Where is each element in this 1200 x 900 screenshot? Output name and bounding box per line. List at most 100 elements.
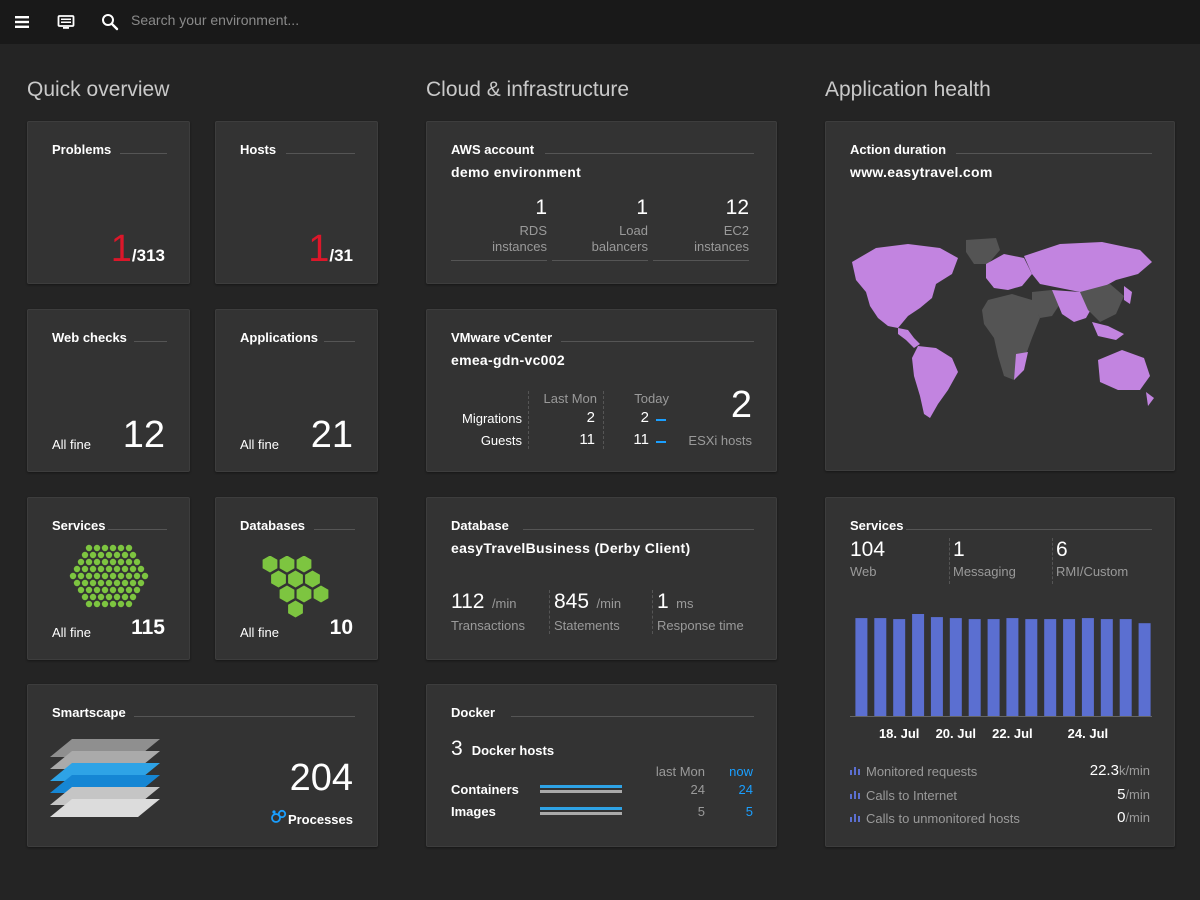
- divider: [956, 153, 1152, 154]
- hamburger-icon[interactable]: [11, 11, 33, 33]
- service-metric: 1 Messaging: [953, 538, 1016, 579]
- divider: [653, 260, 749, 261]
- metric-value: 12: [725, 196, 749, 219]
- divider: [120, 153, 167, 154]
- metric-unit: /min: [491, 596, 517, 611]
- aws-metric: 1 Load balancers: [552, 196, 648, 261]
- services-tile[interactable]: Services All fine 115: [27, 497, 190, 660]
- row-unit: /min: [1125, 786, 1150, 802]
- databases-tile[interactable]: Databases All fine 10: [215, 497, 378, 660]
- database-tile[interactable]: Database easyTravelBusiness (Derby Clien…: [426, 497, 777, 660]
- db-metric: 845 /min Statements: [554, 590, 621, 633]
- service-metric: 104 Web: [850, 538, 885, 579]
- smartscape-tile[interactable]: Smartscape 204 Processes: [27, 684, 378, 847]
- trend-flat-icon: [656, 419, 666, 421]
- chart-bar: [893, 619, 906, 716]
- web-checks-tile[interactable]: Web checks All fine 12: [27, 309, 190, 472]
- processes-label: Processes: [287, 812, 353, 827]
- docker-row-last: 24: [690, 782, 705, 797]
- chart-bar: [1138, 623, 1151, 716]
- world-map: [852, 238, 1154, 418]
- tile-title: VMware vCenter: [451, 330, 553, 345]
- east-asia-region: [1080, 284, 1124, 322]
- tile-title: Applications: [240, 330, 319, 345]
- action-duration-tile[interactable]: Action duration www.easytravel.com: [825, 121, 1175, 471]
- metric-value: 104: [850, 538, 886, 561]
- monitor-icon[interactable]: [55, 11, 77, 33]
- divider: [652, 590, 653, 634]
- bar-chart-icon: [850, 790, 860, 799]
- metric-label: Load: [619, 223, 648, 238]
- tile-title: Problems: [52, 142, 112, 157]
- cloud-infra-title: Cloud & infrastructure: [426, 78, 630, 101]
- tile-title: Docker: [451, 705, 496, 720]
- bar-chart-icon: [850, 814, 860, 822]
- docker-hosts-count: 3: [451, 737, 463, 760]
- divider: [549, 590, 550, 634]
- site-name: www.easytravel.com: [850, 164, 993, 180]
- tile-title: Services: [850, 518, 904, 533]
- divider: [906, 529, 1152, 530]
- vm-row-today: 11: [633, 431, 649, 448]
- docker-hosts: 3 Docker hosts: [451, 737, 554, 761]
- problems-total: /313: [131, 246, 165, 265]
- search-input[interactable]: [131, 12, 531, 28]
- divider: [603, 391, 604, 449]
- divider: [545, 153, 754, 154]
- process-link-icon: [271, 809, 287, 823]
- problems-open: 1: [110, 228, 132, 270]
- status-text: All fine: [52, 437, 92, 452]
- row-unit: k/min: [1118, 763, 1150, 778]
- web-checks-count: 12: [122, 414, 165, 456]
- hosts-tile[interactable]: Hosts 1 /31: [215, 121, 378, 284]
- south-africa-region: [1014, 352, 1028, 380]
- col-last-mon: Last Mon: [543, 391, 597, 406]
- chart-bar: [1119, 619, 1132, 716]
- hosts-count: 1 /31: [308, 228, 353, 271]
- services-count: 115: [131, 616, 165, 639]
- docker-row-label: Images: [451, 804, 496, 819]
- new-zealand-region: [1146, 392, 1154, 406]
- databases-count: 10: [329, 616, 353, 639]
- central-america-region: [898, 328, 920, 348]
- esxi-count: 2: [730, 384, 752, 426]
- chart-bar: [930, 617, 943, 716]
- services-hexagon-icon: [69, 544, 149, 608]
- docker-row-last: 5: [697, 804, 705, 819]
- databases-hexagon-icon: [262, 556, 329, 618]
- search-icon[interactable]: [99, 11, 121, 33]
- se-asia-region: [1092, 322, 1124, 340]
- applications-count: 21: [310, 414, 353, 456]
- tile-title: Web checks: [52, 330, 127, 345]
- trend-flat-icon: [656, 441, 666, 443]
- docker-tile[interactable]: Docker 3 Docker hosts last Mon now Conta…: [426, 684, 777, 847]
- aws-account-tile[interactable]: AWS account demo environment 1 RDS insta…: [426, 121, 777, 284]
- service-row-label: Calls to unmonitored hosts: [866, 811, 1020, 826]
- chart-tick-label: 18. Jul: [879, 726, 919, 741]
- services-health-tile[interactable]: Services 104 Web 1 Messaging 6 RMI/Custo…: [825, 497, 1175, 847]
- metric-label: balancers: [591, 239, 648, 254]
- north-america-region: [852, 244, 958, 328]
- divider: [561, 341, 754, 342]
- metric-label: Statements: [554, 618, 620, 633]
- metric-unit: /min: [596, 596, 622, 611]
- docker-hosts-label: Docker hosts: [471, 743, 555, 758]
- problems-count: 1 /313: [111, 228, 165, 271]
- divider: [286, 153, 355, 154]
- row-value: 22.3: [1089, 762, 1119, 779]
- greenland-region: [966, 238, 1000, 264]
- requests-bar-chart: 18. Jul 20. Jul 22. Jul 24. Jul: [850, 614, 1152, 741]
- vm-row-today: 2: [640, 409, 649, 426]
- problems-tile[interactable]: Problems 1 /313: [27, 121, 190, 284]
- divider: [511, 716, 754, 717]
- vmware-tile[interactable]: VMware vCenter emea-gdn-vc002 Last Mon T…: [426, 309, 777, 472]
- tile-title: Services: [52, 518, 106, 533]
- vm-row-label: Migrations: [462, 411, 522, 426]
- metric-value: 1: [953, 538, 965, 561]
- docker-row-now: 5: [745, 804, 753, 819]
- db-metric: 1 ms Response time: [657, 590, 744, 633]
- aws-metric: 12 EC2 instances: [653, 196, 749, 261]
- applications-tile[interactable]: Applications All fine 21: [215, 309, 378, 472]
- chart-tick-label: 22. Jul: [992, 726, 1032, 741]
- chart-bar: [949, 618, 962, 716]
